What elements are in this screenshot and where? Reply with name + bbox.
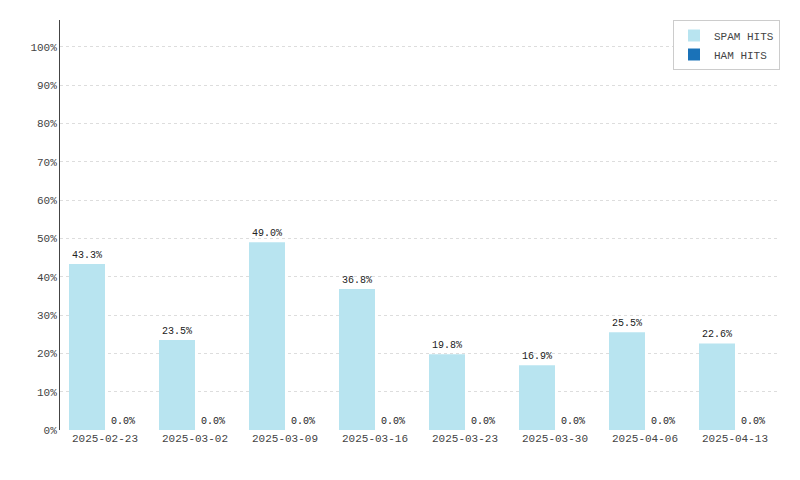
svg-text:2025-03-09: 2025-03-09 bbox=[252, 433, 318, 445]
svg-text:36.8%: 36.8% bbox=[342, 275, 372, 286]
svg-text:0.0%: 0.0% bbox=[201, 416, 225, 427]
svg-text:80%: 80% bbox=[37, 118, 57, 130]
svg-text:25.5%: 25.5% bbox=[612, 318, 642, 329]
svg-text:0%: 0% bbox=[44, 425, 58, 437]
svg-text:0.0%: 0.0% bbox=[471, 416, 495, 427]
svg-text:20%: 20% bbox=[37, 348, 57, 360]
svg-text:0.0%: 0.0% bbox=[111, 416, 135, 427]
svg-text:10%: 10% bbox=[37, 387, 57, 399]
svg-text:100%: 100% bbox=[30, 42, 57, 54]
svg-text:2025-03-16: 2025-03-16 bbox=[342, 433, 408, 445]
svg-text:2025-02-23: 2025-02-23 bbox=[72, 433, 138, 445]
svg-text:2025-04-13: 2025-04-13 bbox=[702, 433, 768, 445]
svg-text:2025-03-23: 2025-03-23 bbox=[432, 433, 498, 445]
svg-text:2025-03-30: 2025-03-30 bbox=[522, 433, 588, 445]
svg-text:0.0%: 0.0% bbox=[561, 416, 585, 427]
svg-text:2025-03-02: 2025-03-02 bbox=[162, 433, 228, 445]
svg-text:43.3%: 43.3% bbox=[72, 250, 102, 261]
svg-text:2025-04-06: 2025-04-06 bbox=[612, 433, 678, 445]
svg-text:90%: 90% bbox=[37, 80, 57, 92]
svg-text:50%: 50% bbox=[37, 233, 57, 245]
svg-text:23.5%: 23.5% bbox=[162, 326, 192, 337]
svg-text:30%: 30% bbox=[37, 310, 57, 322]
svg-text:40%: 40% bbox=[37, 272, 57, 284]
svg-text:22.6%: 22.6% bbox=[702, 329, 732, 340]
svg-text:0.0%: 0.0% bbox=[741, 416, 765, 427]
svg-text:70%: 70% bbox=[37, 157, 57, 169]
svg-text:60%: 60% bbox=[37, 195, 57, 207]
svg-text:HAM HITS: HAM HITS bbox=[714, 50, 767, 62]
svg-text:16.9%: 16.9% bbox=[522, 351, 552, 362]
svg-text:19.8%: 19.8% bbox=[432, 340, 462, 351]
svg-text:0.0%: 0.0% bbox=[651, 416, 675, 427]
svg-text:0.0%: 0.0% bbox=[381, 416, 405, 427]
svg-text:0.0%: 0.0% bbox=[291, 416, 315, 427]
svg-text:49.0%: 49.0% bbox=[252, 228, 282, 239]
svg-text:SPAM HITS: SPAM HITS bbox=[714, 31, 774, 43]
